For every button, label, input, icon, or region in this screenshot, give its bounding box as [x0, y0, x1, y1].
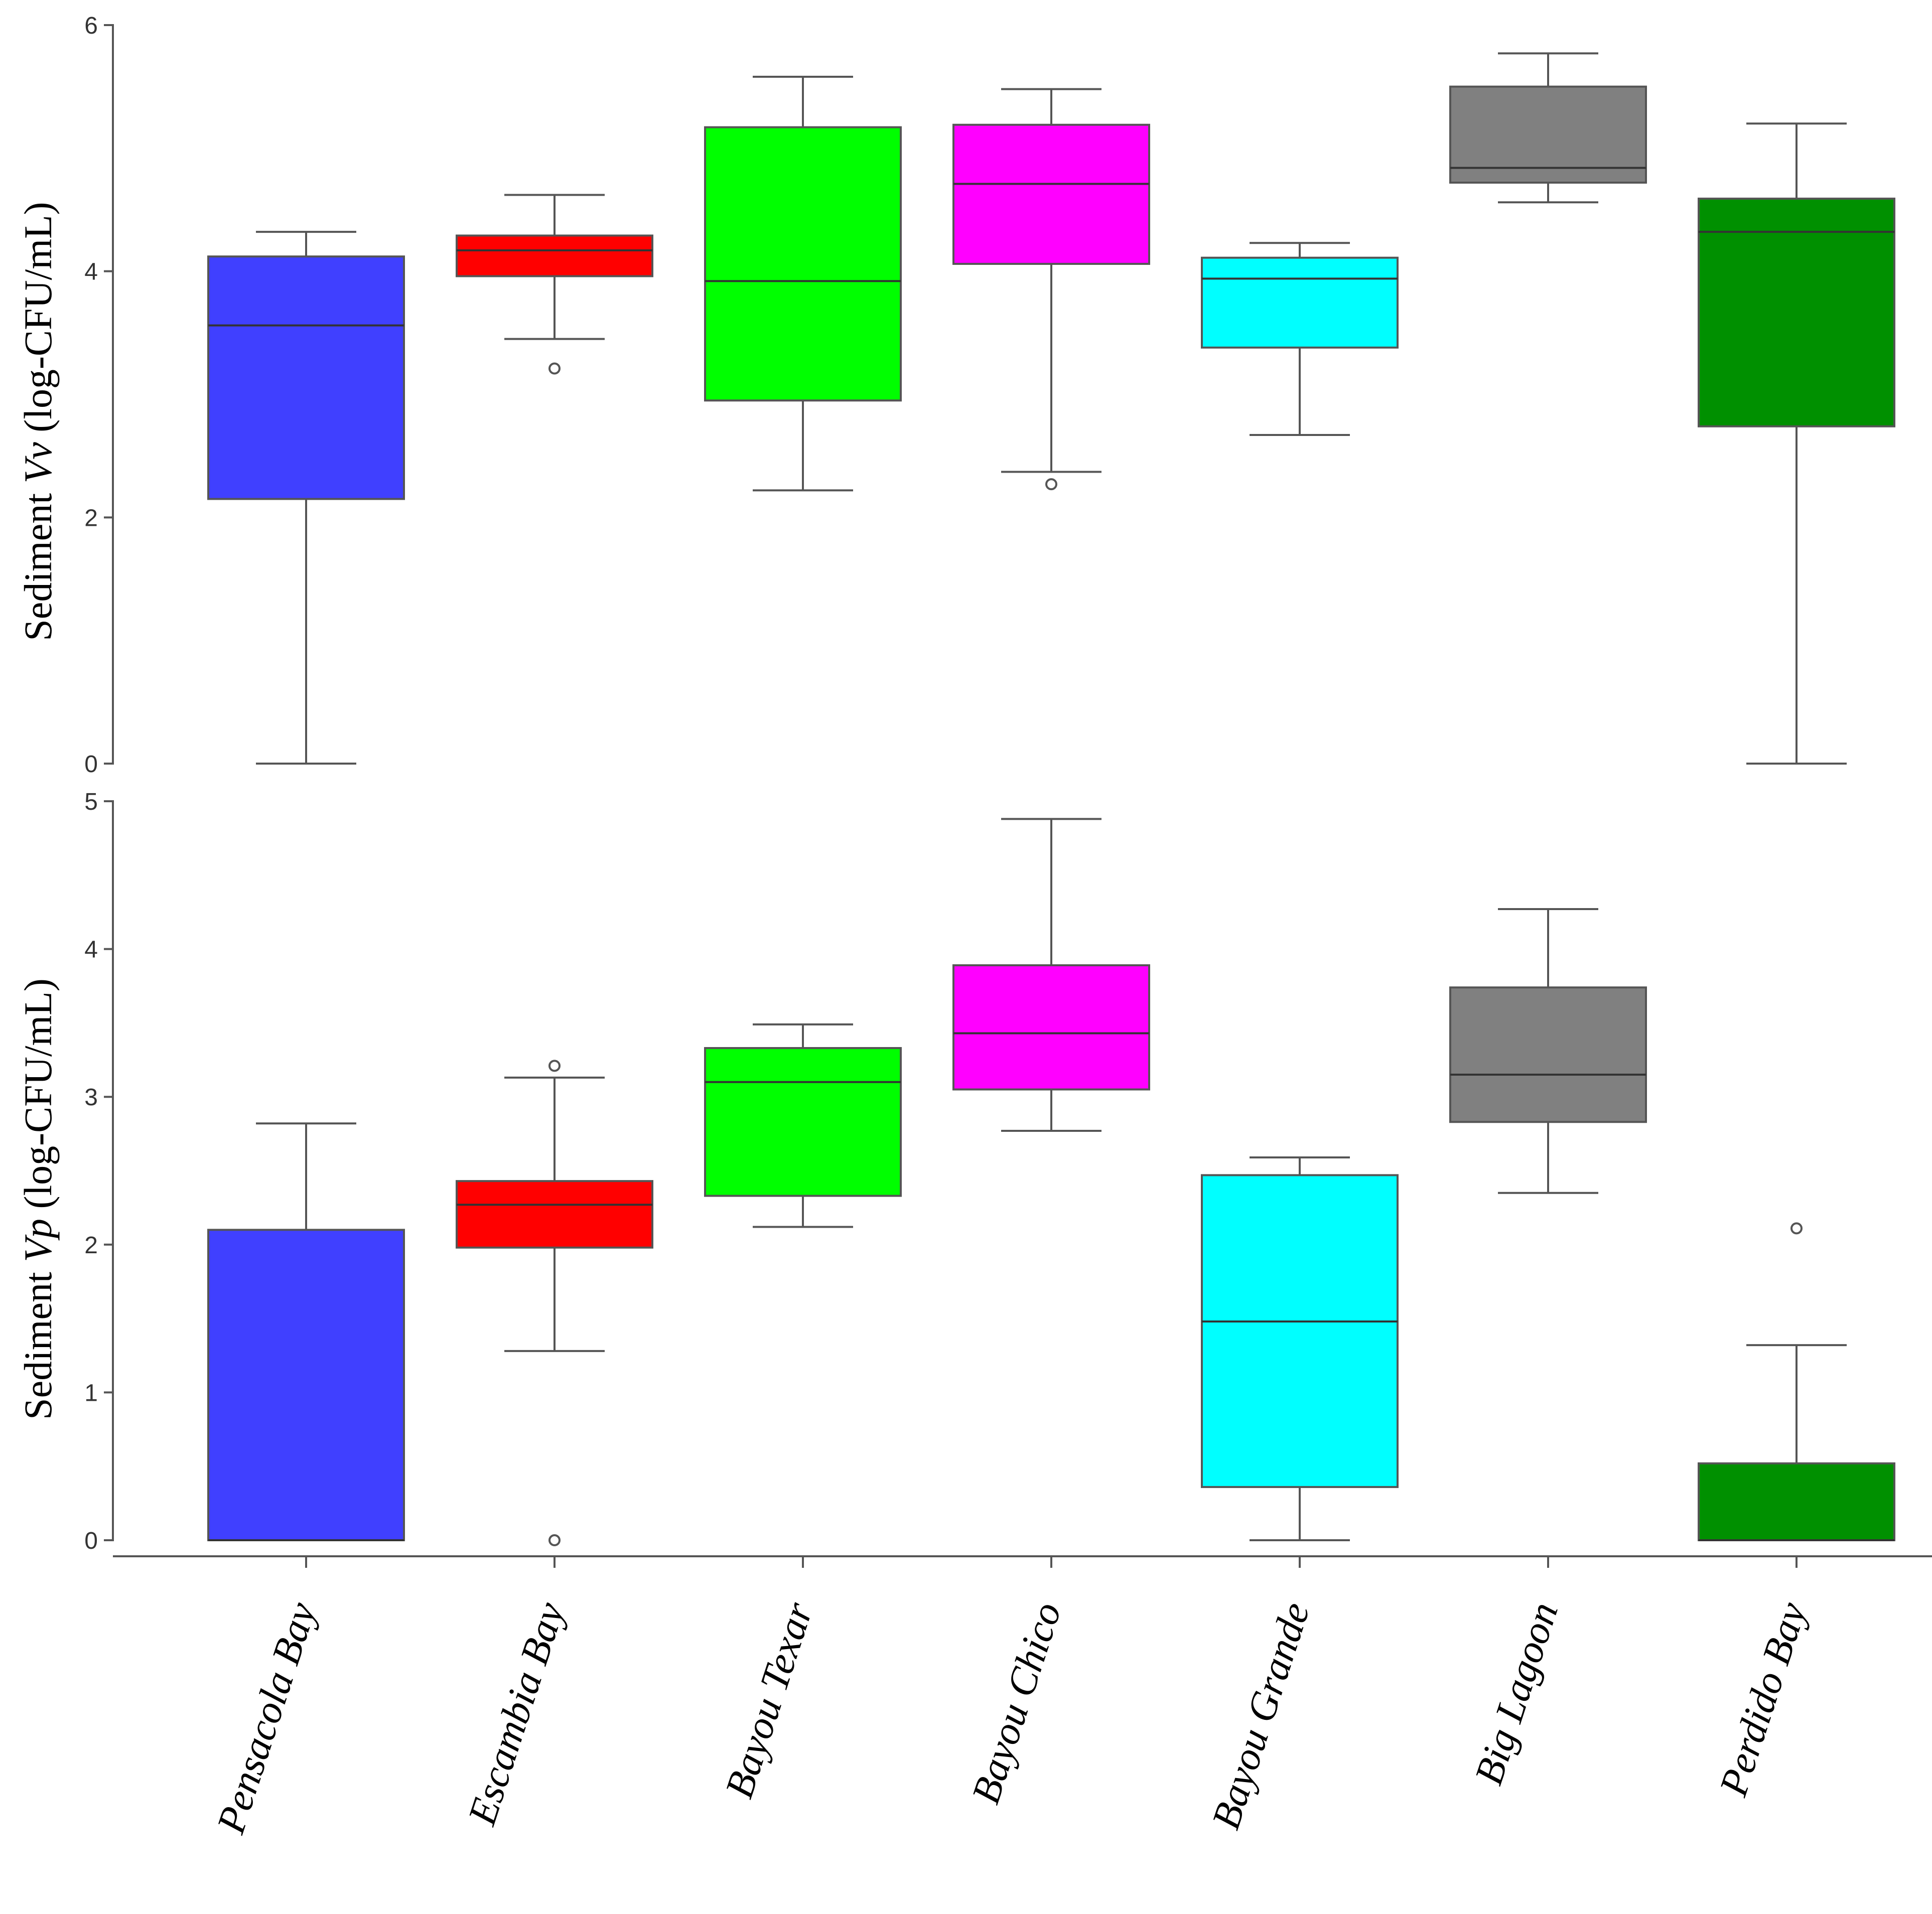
y-tick-label: 0: [84, 1528, 98, 1554]
panel-vv: 0 2 4 6 Sediment Vv (log-CFU/mL): [16, 13, 1895, 778]
iqr-box: [704, 126, 902, 402]
box-bayou-texar: [704, 1023, 902, 1228]
x-tick-label: Escambia Bay: [460, 1597, 573, 1831]
x-tick-label: Bayou Chico: [963, 1597, 1070, 1809]
panel-vp: 0 1 2 3 4 5 Sediment Vp (log-CFU/mL): [16, 789, 1895, 1554]
box-big-lagoon: [1449, 908, 1647, 1194]
iqr-box: [952, 123, 1150, 265]
iqr-box: [207, 1229, 405, 1542]
box-perdido-bay: [1698, 1222, 1895, 1542]
y-tick-label: 1: [84, 1380, 98, 1406]
x-tick-label: Perdido Bay: [1711, 1597, 1815, 1802]
box-bayou-grande: [1201, 1156, 1399, 1541]
box-escambia-bay: [456, 194, 653, 375]
y-tick-label: 0: [84, 751, 98, 778]
iqr-box: [1449, 986, 1647, 1123]
iqr-box: [456, 234, 653, 277]
y-tick-label: 3: [84, 1084, 98, 1111]
iqr-box: [952, 964, 1150, 1091]
box-escambia-bay: [456, 1060, 653, 1546]
y-tick-label: 5: [84, 789, 98, 815]
outlier-point: [1790, 1222, 1803, 1235]
box-perdido-bay: [1698, 122, 1895, 765]
x-axis: Pensacola Bay Escambia Bay Bayou Texar Bayo…: [113, 1555, 1932, 1839]
iqr-box: [207, 255, 405, 500]
outlier-point: [548, 1060, 561, 1072]
y-tick-label: 4: [84, 937, 98, 963]
outlier-point: [1045, 478, 1057, 491]
x-tick-label: Pensacola Bay: [209, 1597, 325, 1839]
y-tick-label: 4: [84, 259, 98, 285]
iqr-box: [1698, 197, 1895, 427]
x-tick-label: Big Lagoon: [1466, 1597, 1567, 1790]
box-bayou-chico: [952, 88, 1150, 491]
iqr-box: [704, 1047, 902, 1197]
outlier-point: [548, 362, 561, 375]
box-bayou-chico: [952, 818, 1150, 1132]
y-tick-label: 6: [84, 13, 98, 39]
outlier-point: [548, 1534, 561, 1546]
y-axis-title: Sediment Vp (log-CFU/mL): [16, 978, 60, 1420]
y-axis-title: Sediment Vv (log-CFU/mL): [16, 202, 60, 641]
iqr-box: [1449, 85, 1647, 184]
box-pensacola-bay: [207, 231, 405, 765]
box-big-lagoon: [1449, 52, 1647, 204]
iqr-box: [1201, 1174, 1399, 1488]
box-bayou-grande: [1201, 242, 1399, 436]
x-tick-label: Bayou Grande: [1204, 1597, 1319, 1834]
box-bayou-texar: [704, 76, 902, 492]
iqr-box: [1201, 256, 1399, 349]
iqr-box: [1698, 1462, 1895, 1542]
box-pensacola-bay: [207, 1122, 405, 1542]
iqr-box: [456, 1180, 653, 1249]
x-tick-label: Bayou Texar: [717, 1597, 822, 1804]
y-tick-label: 2: [84, 1232, 98, 1259]
y-tick-label: 2: [84, 505, 98, 531]
